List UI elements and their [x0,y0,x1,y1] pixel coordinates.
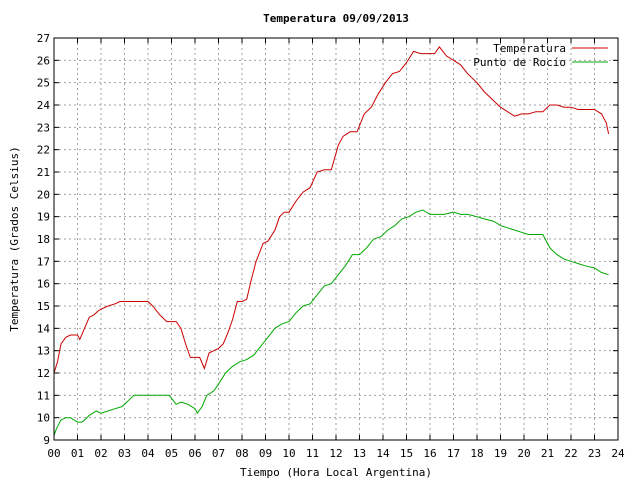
x-tick-label: 18 [470,447,483,460]
x-tick-label: 22 [564,447,577,460]
y-tick-label: 23 [37,121,50,134]
y-tick-label: 24 [37,99,51,112]
y-tick-label: 9 [43,434,50,447]
y-tick-label: 11 [37,389,50,402]
y-tick-label: 21 [37,166,50,179]
x-tick-label: 06 [188,447,201,460]
legend-label: Temperatura [493,42,566,55]
x-tick-label: 13 [353,447,366,460]
x-tick-label: 05 [165,447,178,460]
y-tick-label: 12 [37,367,50,380]
plot-frame [53,37,619,441]
x-tick-label: 24 [611,447,625,460]
x-axis: 00 01 02 03 04 05 06 07 08 09 10 11 12 13 14 15 16 17 18 19… [47,38,625,460]
y-axis: 9 10 11 12 13 14 15 16 17 18 19 20 21 22 23 24 25 26 27 [37,32,618,447]
x-tick-label: 08 [235,447,248,460]
grid-lines [54,38,618,440]
y-tick-label: 19 [37,211,50,224]
x-tick-label: 23 [588,447,601,460]
x-tick-label: 12 [329,447,342,460]
x-tick-label: 11 [306,447,319,460]
y-tick-label: 16 [37,278,50,291]
y-tick-label: 27 [37,32,50,45]
y-tick-label: 13 [37,345,50,358]
y-tick-label: 18 [37,233,50,246]
x-tick-label: 09 [259,447,272,460]
x-tick-label: 00 [47,447,60,460]
x-tick-label: 01 [71,447,84,460]
y-tick-label: 10 [37,412,50,425]
x-tick-label: 21 [541,447,554,460]
y-tick-label: 15 [37,300,50,313]
y-tick-label: 20 [37,188,50,201]
x-tick-label: 07 [212,447,225,460]
legend-label: Punto de Rocío [473,56,566,69]
chart-title: Temperatura 09/09/2013 [263,12,409,25]
y-tick-label: 14 [37,322,51,335]
y-tick-label: 26 [37,54,50,67]
x-tick-label: 14 [376,447,390,460]
x-tick-label: 10 [282,447,295,460]
x-tick-label: 16 [423,447,436,460]
x-tick-label: 19 [494,447,507,460]
x-tick-label: 20 [517,447,530,460]
y-tick-label: 22 [37,144,50,157]
series-line-punto-de-rocio [53,209,609,436]
x-tick-label: 15 [400,447,413,460]
y-axis-label: Temperatura (Grados Celsius) [8,146,21,331]
x-axis-label: Tiempo (Hora Local Argentina) [240,466,432,479]
x-tick-label: 02 [94,447,107,460]
x-tick-label: 03 [118,447,131,460]
data-series [53,46,610,436]
y-tick-label: 25 [37,77,50,90]
series-line-temperatura [53,46,610,374]
y-tick-label: 17 [37,255,50,268]
x-tick-label: 04 [141,447,155,460]
x-tick-label: 17 [447,447,460,460]
